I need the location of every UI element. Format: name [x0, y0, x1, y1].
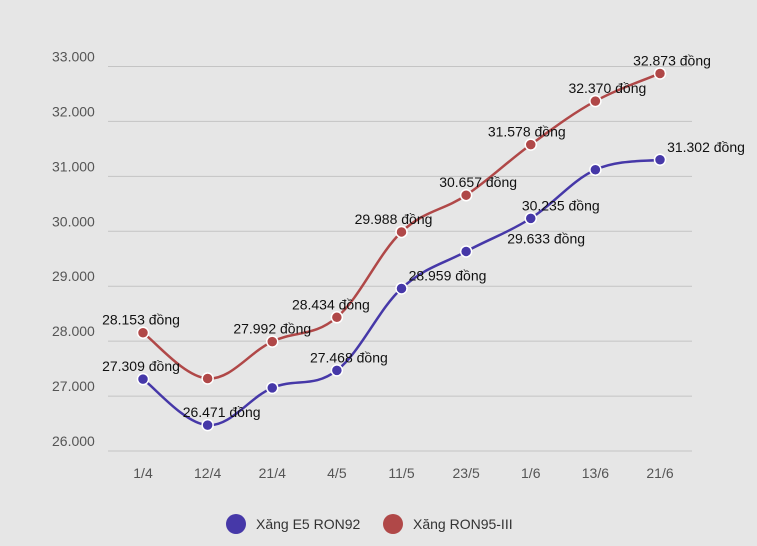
data-label: 32.873 đồng: [633, 52, 711, 68]
legend-swatch: [383, 514, 403, 534]
data-point[interactable]: [201, 372, 214, 385]
data-label: 31.302 đồng: [667, 139, 745, 155]
data-point[interactable]: [395, 225, 408, 239]
data-labels: 27.309 đồng 26.471 đồng 27.468 đồng 28.959 …: [102, 52, 745, 420]
series-group: [136, 67, 667, 432]
y-tick-label: 29.000: [52, 268, 95, 284]
data-point[interactable]: [653, 67, 667, 80]
x-tick-label: 21/4: [259, 465, 286, 481]
y-tick-label: 32.000: [52, 103, 95, 119]
x-tick-label: 13/6: [582, 465, 609, 481]
y-tick-label: 30.000: [52, 213, 95, 229]
x-tick-label: 4/5: [327, 465, 347, 481]
y-axis: 26.000 27.000 28.000 29.000 30.000 31.000 32.0…: [52, 48, 95, 449]
legend-item-0[interactable]: Xăng E5 RON92: [226, 514, 360, 534]
data-point[interactable]: [266, 381, 279, 395]
data-label: 29.633 đồng: [507, 230, 585, 246]
data-point[interactable]: [589, 94, 602, 108]
data-point[interactable]: [136, 372, 150, 386]
y-tick-label: 28.000: [52, 323, 95, 339]
legend-item-1[interactable]: Xăng RON95-III: [383, 514, 513, 534]
data-label: 28.153 đồng: [102, 312, 180, 328]
data-label: 27.309 đồng: [102, 358, 180, 374]
data-label: 28.959 đồng: [409, 267, 487, 283]
y-tick-label: 27.000: [52, 378, 95, 394]
data-label: 27.468 đồng: [310, 349, 388, 365]
data-label: 31.578 đồng: [488, 124, 566, 140]
y-tick-label: 26.000: [52, 433, 95, 449]
legend-label: Xăng RON95-III: [413, 516, 513, 532]
data-point[interactable]: [395, 282, 408, 295]
x-tick-label: 1/6: [521, 465, 541, 481]
data-label: 26.471 đồng: [183, 404, 261, 420]
x-tick-label: 21/6: [646, 465, 673, 481]
data-label: 32.370 đồng: [568, 80, 646, 96]
data-label: 28.434 đồng: [292, 296, 370, 312]
data-point[interactable]: [589, 163, 602, 177]
x-tick-label: 1/4: [133, 465, 153, 481]
data-label: 29.988 đồng: [355, 211, 433, 227]
data-point[interactable]: [266, 335, 279, 348]
data-label: 30.235 đồng: [522, 197, 600, 213]
data-label: 30.657 đồng: [439, 174, 517, 190]
x-axis: 1/4 12/4 21/4 4/5 11/5 23/5 1/6 13/6 21/6: [133, 465, 674, 481]
data-point[interactable]: [524, 212, 537, 225]
data-point[interactable]: [524, 138, 537, 151]
y-tick-label: 31.000: [52, 158, 95, 174]
data-point[interactable]: [330, 311, 344, 324]
data-point[interactable]: [201, 418, 214, 432]
data-point[interactable]: [653, 153, 667, 167]
legend: Xăng E5 RON92 Xăng RON95-III: [226, 514, 513, 534]
legend-label: Xăng E5 RON92: [256, 516, 360, 532]
data-point[interactable]: [330, 364, 344, 377]
x-tick-label: 12/4: [194, 465, 221, 481]
x-tick-label: 11/5: [388, 465, 414, 481]
legend-swatch: [226, 514, 246, 534]
grid-lines: [108, 65, 692, 452]
data-label: 27.992 đồng: [233, 321, 311, 337]
data-point[interactable]: [459, 245, 473, 258]
data-point[interactable]: [459, 188, 473, 202]
y-tick-label: 33.000: [52, 48, 95, 64]
x-tick-label: 23/5: [453, 465, 480, 481]
data-point[interactable]: [136, 326, 150, 339]
